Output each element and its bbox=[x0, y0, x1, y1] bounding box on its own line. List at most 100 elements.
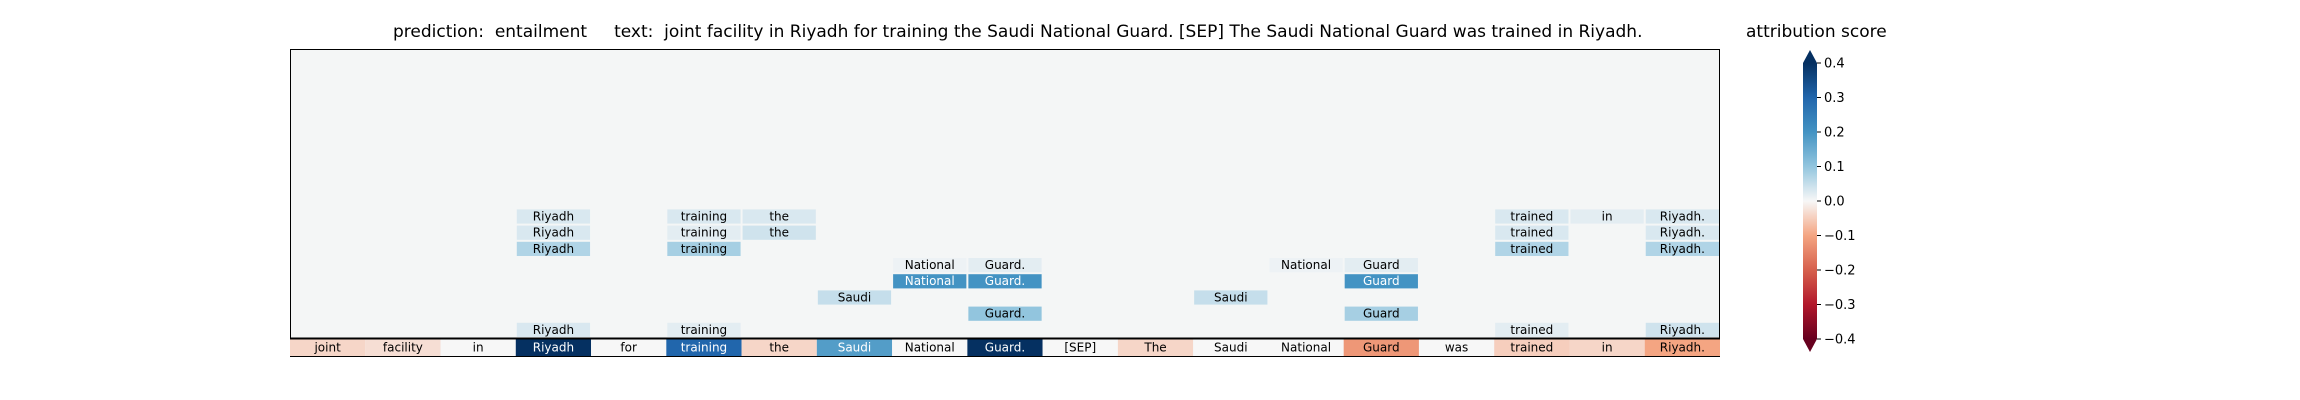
attribution-cell bbox=[1495, 241, 1569, 256]
attribution-cell-label: Guard bbox=[1363, 258, 1400, 272]
attribution-cell bbox=[667, 225, 741, 240]
input-token-cell bbox=[741, 338, 817, 356]
attribution-cell-label: training bbox=[681, 209, 728, 223]
input-token-label: in bbox=[1602, 340, 1613, 354]
input-token-label: for bbox=[620, 340, 637, 354]
input-token-label: Riyadh. bbox=[1660, 340, 1705, 354]
input-token-cell bbox=[1268, 338, 1344, 356]
attribution-cell-label: Riyadh bbox=[533, 209, 574, 223]
attribution-cell bbox=[1344, 274, 1418, 289]
attribution-cell bbox=[1645, 241, 1719, 256]
colorbar-tick-label: 0.1 bbox=[1824, 160, 1845, 175]
input-token-label: Guard bbox=[1363, 340, 1400, 354]
input-token-label: facility bbox=[383, 340, 423, 354]
colorbar-tick-label: 0.3 bbox=[1824, 91, 1845, 106]
input-token-cell bbox=[1117, 338, 1194, 356]
input-token-label: [SEP] bbox=[1064, 340, 1096, 354]
input-token-cell bbox=[967, 338, 1043, 356]
input-token-cell bbox=[591, 338, 667, 356]
input-token-cell bbox=[666, 338, 742, 356]
attribution-cell bbox=[667, 209, 741, 224]
attribution-cell-label: training bbox=[681, 323, 728, 337]
input-token-cell bbox=[515, 338, 592, 356]
attribution-cell bbox=[516, 209, 591, 224]
colorbar-gradient bbox=[1803, 63, 1817, 339]
colorbar-tick-label: 0.4 bbox=[1824, 57, 1845, 72]
attribution-cell-label: Guard. bbox=[985, 258, 1025, 272]
attribution-cell-label: National bbox=[1281, 258, 1331, 272]
attribution-cell-label: the bbox=[769, 226, 789, 240]
attribution-cell bbox=[968, 306, 1042, 321]
attribution-cell-label: trained bbox=[1510, 323, 1553, 337]
input-token-label: Saudi bbox=[1214, 340, 1248, 354]
attribution-cell bbox=[516, 322, 591, 337]
attribution-cell bbox=[1495, 209, 1569, 224]
attribution-cell-label: training bbox=[681, 242, 728, 256]
attribution-cell-label: Guard bbox=[1363, 274, 1400, 288]
attribution-cell bbox=[817, 290, 892, 305]
attribution-cell bbox=[1645, 209, 1719, 224]
input-token-cell bbox=[1569, 338, 1645, 356]
input-token-label: training bbox=[681, 340, 728, 354]
chart-title: prediction: entailment text: joint facil… bbox=[393, 22, 1643, 42]
attribution-cell-label: Guard. bbox=[985, 307, 1025, 321]
attribution-cell bbox=[1344, 306, 1418, 321]
colorbar-tick-label: −0.4 bbox=[1824, 333, 1856, 348]
input-token-label: trained bbox=[1510, 340, 1553, 354]
input-token-cell bbox=[892, 338, 968, 356]
input-token-cell bbox=[1042, 338, 1118, 356]
input-token-label: was bbox=[1445, 340, 1468, 354]
attribution-cell-label: training bbox=[681, 226, 728, 240]
attribution-cell-label: trained bbox=[1510, 242, 1553, 256]
input-token-cell bbox=[365, 338, 441, 356]
attribution-cell bbox=[1495, 225, 1569, 240]
colorbar-extend-bottom bbox=[1803, 339, 1817, 352]
input-token-label: joint bbox=[313, 340, 341, 354]
attribution-cell bbox=[893, 274, 967, 289]
input-token-label: The bbox=[1143, 340, 1166, 354]
attribution-cell-label: Riyadh bbox=[533, 323, 574, 337]
colorbar-title: attribution score bbox=[1746, 22, 1887, 42]
input-token-label: National bbox=[905, 340, 955, 354]
attribution-cell-label: trained bbox=[1510, 226, 1553, 240]
input-token-cell bbox=[290, 338, 366, 356]
attribution-cell bbox=[968, 258, 1042, 273]
input-token-label: in bbox=[473, 340, 484, 354]
attribution-cell-label: National bbox=[905, 274, 955, 288]
attribution-cell bbox=[1570, 209, 1644, 224]
attribution-cell bbox=[1645, 322, 1719, 337]
colorbar: 0.4 0.3 0.2 0.1 0.0 −0.1 −0.2 −0.3 −0.4 bbox=[1803, 50, 1856, 352]
attribution-cell bbox=[1194, 290, 1268, 305]
attribution-cell bbox=[1495, 322, 1569, 337]
attribution-cell-label: Riyadh bbox=[533, 242, 574, 256]
input-token-label: Riyadh bbox=[533, 340, 574, 354]
input-token-cell bbox=[1343, 338, 1419, 356]
attribution-cell bbox=[516, 241, 591, 256]
attribution-cell-label: Riyadh. bbox=[1660, 323, 1705, 337]
input-token-cell bbox=[1494, 338, 1570, 356]
input-token-cell bbox=[1644, 338, 1720, 356]
colorbar-tick-label: 0.0 bbox=[1824, 195, 1845, 210]
attribution-cell-label: Riyadh. bbox=[1660, 209, 1705, 223]
attribution-cell-label: trained bbox=[1510, 209, 1553, 223]
input-token-label: Saudi bbox=[838, 340, 872, 354]
heatmap-plot-area bbox=[290, 49, 1720, 357]
colorbar-tick-label: −0.2 bbox=[1824, 264, 1856, 279]
attribution-cell-label: Riyadh bbox=[533, 226, 574, 240]
attribution-cell bbox=[742, 209, 816, 224]
colorbar-tick-label: 0.2 bbox=[1824, 126, 1845, 141]
input-token-cell bbox=[1193, 338, 1269, 356]
attribution-cell bbox=[1645, 225, 1719, 240]
input-token-cell bbox=[440, 338, 516, 356]
input-token-label: National bbox=[1281, 340, 1331, 354]
attribution-cell-label: National bbox=[905, 258, 955, 272]
attribution-cell-label: Saudi bbox=[838, 290, 872, 304]
attribution-cell-label: Guard bbox=[1363, 307, 1400, 321]
attribution-cell-label: Riyadh. bbox=[1660, 226, 1705, 240]
input-token-label: the bbox=[769, 340, 789, 354]
attribution-cell-label: the bbox=[769, 209, 789, 223]
attribution-cell bbox=[893, 258, 967, 273]
attribution-cell-label: Guard. bbox=[985, 274, 1025, 288]
